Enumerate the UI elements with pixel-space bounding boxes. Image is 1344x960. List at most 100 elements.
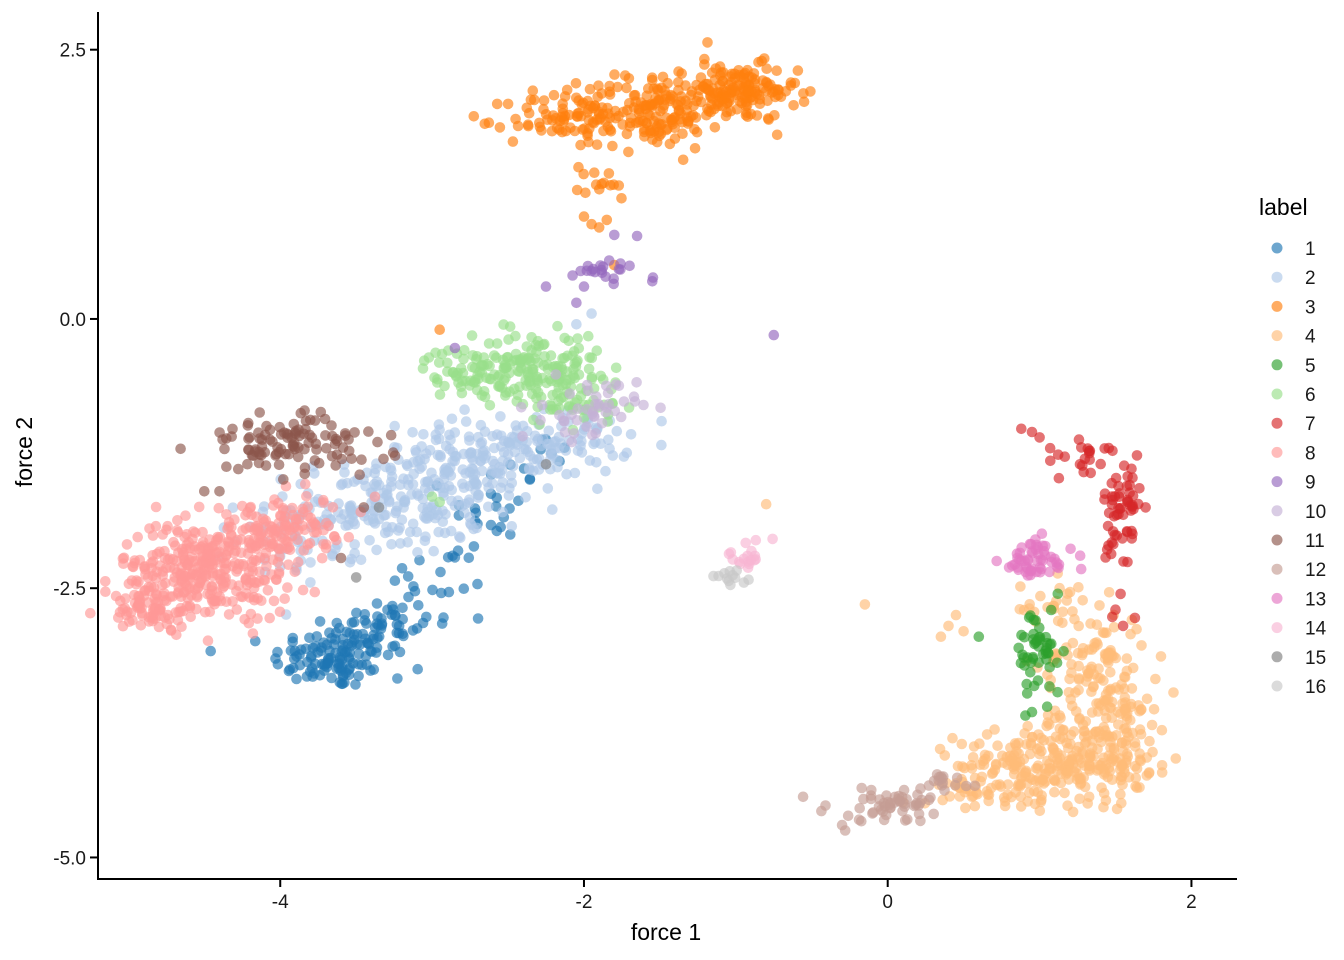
point-label-6	[561, 374, 572, 386]
point-label-3	[612, 81, 623, 93]
point-label-2	[309, 468, 320, 479]
point-label-3	[617, 119, 628, 130]
point-label-10	[655, 402, 666, 414]
point-label-4	[1052, 757, 1064, 769]
point-label-11	[329, 438, 341, 450]
point-label-8	[309, 527, 320, 538]
point-label-3	[616, 193, 627, 204]
point-label-2	[417, 493, 429, 505]
point-label-6	[586, 352, 598, 364]
point-label-12	[868, 807, 879, 818]
point-label-7	[1134, 483, 1145, 494]
point-label-4	[947, 732, 958, 744]
point-label-3	[479, 118, 491, 130]
point-label-2	[459, 404, 470, 416]
point-label-4	[939, 750, 951, 761]
point-label-4	[1103, 653, 1114, 664]
point-label-12	[902, 814, 913, 825]
point-label-2	[542, 483, 554, 494]
point-label-6	[491, 338, 503, 349]
point-label-6	[478, 352, 490, 363]
point-label-4	[1057, 617, 1068, 629]
point-label-3	[583, 136, 594, 148]
point-label-2	[547, 504, 558, 515]
point-label-14	[740, 537, 751, 549]
legend-item-9: 9	[1271, 473, 1316, 494]
point-label-8	[157, 529, 168, 540]
point-label-11	[253, 457, 265, 469]
legend-item-14: 14	[1271, 619, 1327, 640]
point-label-6	[475, 360, 487, 372]
legend-swatch	[1271, 651, 1283, 663]
point-label-1	[524, 474, 536, 485]
point-label-11	[219, 443, 230, 455]
point-label-8	[272, 556, 284, 568]
point-label-10	[581, 421, 592, 432]
point-label-5	[1032, 675, 1044, 686]
point-label-2	[571, 319, 582, 330]
point-label-1	[472, 613, 484, 624]
point-label-11	[358, 502, 370, 513]
point-label-13	[1065, 543, 1076, 555]
point-label-2	[464, 435, 475, 446]
point-label-11	[356, 454, 367, 466]
legend-label: 12	[1305, 560, 1326, 581]
x-axis-title: force 1	[631, 919, 701, 945]
point-label-3	[548, 89, 560, 101]
point-label-6	[551, 377, 563, 388]
point-label-2	[305, 577, 316, 588]
point-label-8	[162, 520, 173, 532]
point-label-2	[506, 477, 518, 489]
point-label-4	[1002, 789, 1013, 801]
point-label-6	[447, 366, 459, 378]
point-label-6	[562, 350, 573, 362]
point-label-1	[403, 591, 414, 603]
point-label-8	[121, 539, 133, 550]
point-label-8	[261, 560, 272, 572]
point-label-3	[434, 324, 446, 336]
point-label-1	[362, 637, 374, 648]
point-label-6	[539, 338, 550, 350]
point-label-3	[695, 72, 707, 83]
point-label-8	[284, 544, 296, 556]
point-label-8	[149, 613, 161, 624]
legend-swatch	[1271, 446, 1283, 458]
legend-item-16: 16	[1271, 677, 1326, 698]
point-label-8	[202, 635, 214, 646]
point-label-4	[1156, 767, 1168, 778]
point-label-1	[398, 630, 409, 642]
point-label-11	[227, 423, 238, 435]
point-label-4	[1015, 801, 1027, 812]
point-label-3	[502, 98, 514, 110]
point-label-5	[1026, 706, 1038, 718]
point-label-3	[762, 95, 773, 107]
point-label-2	[443, 480, 455, 492]
point-label-4	[1015, 779, 1027, 790]
point-label-3	[570, 78, 582, 89]
point-label-11	[319, 413, 331, 425]
point-label-10	[536, 399, 548, 411]
point-label-16	[727, 570, 738, 581]
point-label-3	[739, 86, 751, 97]
point-label-6	[496, 382, 508, 394]
point-label-4	[1025, 739, 1037, 751]
point-label-6	[550, 360, 561, 372]
point-label-3	[661, 112, 672, 124]
point-label-8	[176, 621, 187, 632]
point-label-13	[991, 555, 1002, 567]
legend-swatch	[1271, 680, 1283, 692]
point-label-10	[559, 416, 570, 427]
point-label-6	[552, 320, 563, 332]
point-label-3	[677, 154, 689, 166]
point-label-10	[535, 414, 546, 426]
point-label-10	[517, 431, 528, 442]
point-label-3	[699, 53, 710, 65]
point-label-8	[115, 595, 126, 607]
point-label-12	[865, 793, 877, 805]
point-label-14	[750, 534, 762, 546]
point-label-4	[1015, 581, 1026, 592]
point-label-6	[526, 332, 537, 343]
point-label-6	[512, 365, 524, 377]
point-label-2	[433, 526, 445, 538]
point-label-11	[267, 436, 278, 448]
